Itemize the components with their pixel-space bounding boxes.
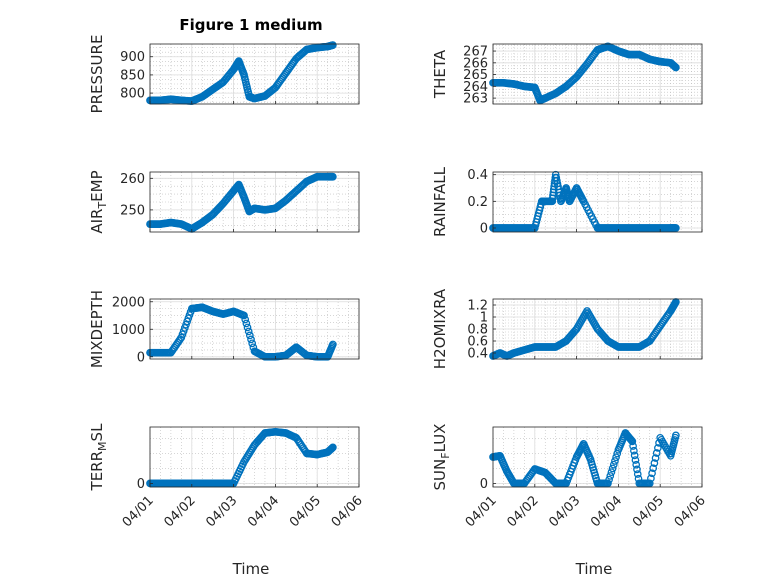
- data-point: [650, 459, 659, 467]
- subplot-rainfall: 0 0.2 0.4 RAINFALL: [431, 166, 703, 237]
- series-markers: [146, 172, 337, 233]
- data-point: [626, 435, 635, 444]
- x-axis-label-right: Time: [575, 560, 613, 578]
- y-tick-label: 260: [120, 172, 145, 187]
- data-point: [241, 315, 250, 324]
- y-tick-label: 0.4: [467, 347, 488, 362]
- series-markers: [489, 170, 680, 232]
- axes-box: [492, 426, 703, 488]
- data-point: [329, 172, 337, 181]
- data-point: [672, 63, 680, 72]
- y-axis-label: MIXDEPTH: [88, 290, 106, 368]
- x-axis-label-left: Time: [232, 560, 270, 578]
- subplot-mixdepth: 0 1000 2000 MIXDEPTH: [88, 290, 360, 368]
- data-point: [652, 449, 661, 457]
- y-tick-label: 263: [463, 92, 488, 107]
- data-point: [247, 335, 255, 344]
- y-tick-label: 1: [480, 311, 488, 326]
- data-point: [628, 437, 637, 446]
- data-point: [648, 469, 656, 478]
- y-tick-label: 0: [480, 222, 488, 237]
- series-markers: [146, 427, 337, 488]
- data-point: [651, 454, 660, 462]
- data-point: [630, 451, 639, 460]
- y-tick-label: 2000: [112, 295, 145, 310]
- data-point: [604, 479, 612, 488]
- y-tick-label: 0.2: [467, 195, 488, 210]
- data-point: [329, 340, 337, 349]
- y-tick-label: 900: [120, 50, 145, 65]
- data-point: [629, 442, 637, 450]
- y-tick-label: 267: [463, 45, 488, 60]
- y-tick-label: 0.6: [467, 335, 488, 350]
- data-point: [631, 456, 640, 464]
- subplot-h2omixra: 0.40.60.811.2 H2OMIXRA: [431, 288, 703, 369]
- y-axis-label: H2OMIXRA: [431, 288, 449, 369]
- data-point: [605, 475, 613, 484]
- series-markers: [489, 42, 680, 105]
- data-point: [612, 453, 620, 462]
- data-point: [242, 319, 251, 328]
- axes-box: [149, 171, 360, 233]
- data-point: [611, 457, 619, 465]
- axes-box: [149, 426, 360, 488]
- y-tick-label: 266: [463, 56, 488, 71]
- data-point: [243, 323, 252, 332]
- data-point: [329, 443, 337, 452]
- series-markers: [489, 298, 680, 360]
- y-tick-label: 850: [120, 68, 145, 83]
- data-point: [606, 472, 615, 480]
- y-axis-label: AIRTEMP: [88, 170, 109, 233]
- series-markers: [489, 429, 680, 488]
- y-axis-label: SUNFLUX: [431, 424, 452, 491]
- y-tick-label: 0: [480, 477, 488, 492]
- y-tick-label: 800: [120, 87, 145, 102]
- data-point: [630, 446, 638, 455]
- axes-box: [149, 43, 360, 105]
- y-tick-label: 265: [463, 68, 488, 83]
- data-point: [654, 444, 662, 452]
- subplot-pressure: 800 850 900 PRESSURE: [88, 35, 360, 114]
- data-point: [645, 479, 654, 488]
- data-point: [632, 460, 641, 469]
- data-point: [647, 474, 655, 483]
- series-markers: [146, 41, 337, 105]
- data-point: [672, 224, 680, 232]
- y-tick-label: 0: [137, 477, 145, 492]
- series-markers: [146, 303, 337, 361]
- data-point: [329, 41, 337, 49]
- y-tick-label: 0: [137, 350, 145, 365]
- data-point: [244, 327, 253, 336]
- data-point: [240, 311, 248, 320]
- data-point: [672, 431, 680, 440]
- data-point: [248, 339, 257, 348]
- data-point: [246, 331, 254, 340]
- axes-box: [492, 171, 703, 233]
- data-point: [633, 465, 641, 474]
- subplot-air-temp: 250 260 AIRTEMP: [88, 170, 360, 234]
- y-axis-label: THETA: [431, 49, 449, 99]
- data-point: [609, 460, 618, 469]
- y-tick-label: 1000: [112, 323, 145, 338]
- y-axis-label: PRESSURE: [88, 35, 106, 114]
- y-tick-label: 250: [120, 203, 145, 218]
- figure-title: Figure 1 medium: [179, 16, 322, 34]
- axes-box: [492, 43, 703, 105]
- data-point: [633, 470, 642, 478]
- y-tick-label: 0.8: [467, 323, 488, 338]
- y-tick-label: 1.2: [467, 299, 488, 314]
- data-point: [608, 464, 617, 473]
- y-tick-label: 264: [463, 80, 488, 95]
- y-tick-label: 0.4: [467, 168, 488, 183]
- y-axis-label: TERRMSL: [88, 423, 109, 492]
- data-point: [649, 464, 658, 473]
- data-point: [607, 468, 616, 477]
- y-axis-label: RAINFALL: [431, 166, 449, 237]
